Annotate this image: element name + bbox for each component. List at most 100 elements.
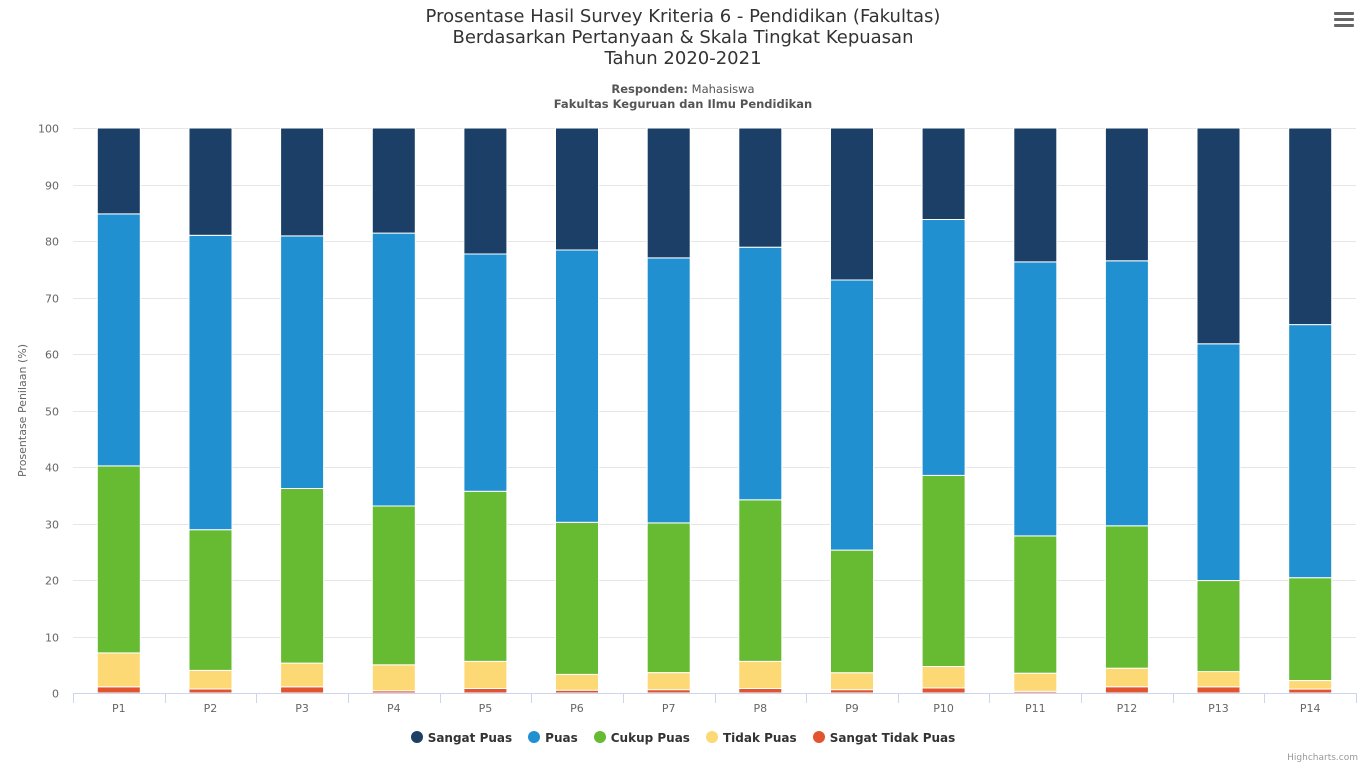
bar-tidak-puas-p7[interactable] [646,672,691,691]
bar-cukup-puas-p4[interactable] [371,505,416,666]
bar-puas-p14[interactable] [1288,324,1333,579]
bar-puas-p6[interactable] [555,249,599,523]
bar-tidak-puas-p14[interactable] [1288,680,1333,690]
bar-tidak-puas-p6[interactable] [555,673,599,691]
bar-sangat-puas-p2[interactable] [188,127,233,236]
bar-puas-p1[interactable] [96,213,141,467]
x-tick-label: P2 [204,702,218,715]
y-tick-label: 20 [45,575,59,588]
bar-sangat-tidak-puas-p8[interactable] [738,688,783,694]
bar-sangat-puas-p9[interactable] [830,127,874,281]
legend-marker [812,731,825,743]
legend-label: Sangat Puas [427,731,513,745]
bar-sangat-tidak-puas-p5[interactable] [463,688,508,694]
bar-cukup-puas-p5[interactable] [463,490,508,662]
bar-sangat-puas-p14[interactable] [1288,127,1333,326]
x-tick-label: P7 [662,702,676,715]
legend-marker [528,731,541,743]
bar-sangat-puas-p13[interactable] [1196,127,1241,345]
bar-puas-p8[interactable] [738,246,783,501]
bar-puas-p9[interactable] [830,279,874,551]
bar-sangat-puas-p11[interactable] [1013,127,1058,263]
bar-cukup-puas-p6[interactable] [555,521,599,675]
bar-puas-p12[interactable] [1104,260,1149,527]
bar-cukup-puas-p3[interactable] [280,488,325,664]
bar-cukup-puas-p2[interactable] [188,529,233,671]
subtitle-faculty-text: Fakultas Keguruan dan Ilmu Pendidikan [553,97,813,111]
bar-cukup-puas-p8[interactable] [738,499,783,662]
chart-subtitle: Responden: Mahasiswa Fakultas Keguruan d… [0,82,1366,112]
bar-sangat-puas-p3[interactable] [280,127,325,237]
x-tick-label: P14 [1300,702,1321,715]
hamburger-menu-icon[interactable] [1334,12,1354,30]
bar-sangat-puas-p8[interactable] [738,127,783,248]
bar-sangat-puas-p1[interactable] [96,127,141,215]
bar-sangat-tidak-puas-p12[interactable] [1104,686,1149,694]
bar-tidak-puas-p8[interactable] [738,660,783,690]
bar-cukup-puas-p9[interactable] [830,549,874,674]
bar-sangat-puas-p10[interactable] [921,127,966,220]
x-tick-label: P9 [845,702,859,715]
bar-cukup-puas-p12[interactable] [1104,525,1149,669]
legend-item-cukup-puas[interactable]: Cukup Puas [593,731,690,745]
legend-marker [593,731,606,743]
bar-cukup-puas-p10[interactable] [921,475,966,667]
bar-puas-p5[interactable] [463,253,508,492]
bar-tidak-puas-p1[interactable] [96,652,141,688]
bar-tidak-puas-p5[interactable] [463,660,508,690]
bar-sangat-puas-p7[interactable] [646,127,691,259]
bar-tidak-puas-p12[interactable] [1104,667,1149,688]
bar-puas-p7[interactable] [646,257,691,524]
legend-item-tidak-puas[interactable]: Tidak Puas [705,731,797,745]
bar-cukup-puas-p7[interactable] [646,522,691,674]
bar-cukup-puas-p13[interactable] [1196,580,1241,673]
bar-sangat-tidak-puas-p10[interactable] [921,687,966,694]
bar-tidak-puas-p4[interactable] [371,664,416,692]
bar-sangat-puas-p12[interactable] [1104,127,1149,262]
bar-puas-p3[interactable] [280,235,325,489]
bar-cukup-puas-p14[interactable] [1288,577,1333,682]
bar-sangat-tidak-puas-p1[interactable] [96,686,141,694]
legend-label: Tidak Puas [722,731,797,745]
bar-sangat-puas-p6[interactable] [555,127,599,251]
legend-marker [410,731,423,743]
bar-tidak-puas-p11[interactable] [1013,672,1058,692]
credits-link[interactable]: Highcharts.com [1287,753,1358,763]
subtitle-respondent-label: Responden: [611,82,689,96]
bar-puas-p10[interactable] [921,219,966,476]
bar-tidak-puas-p13[interactable] [1196,671,1241,688]
bar-cukup-puas-p1[interactable] [96,465,141,654]
x-tick-label: P3 [295,702,309,715]
bar-sangat-puas-p5[interactable] [463,127,508,255]
bar-cukup-puas-p11[interactable] [1013,535,1058,674]
legend-marker [705,731,718,743]
y-tick-label: 100 [38,123,59,136]
bar-puas-p4[interactable] [371,232,416,507]
bar-tidak-puas-p10[interactable] [921,665,966,689]
bar-tidak-puas-p9[interactable] [830,672,874,691]
bar-tidak-puas-p3[interactable] [280,662,325,688]
bar-sangat-puas-p4[interactable] [371,127,416,234]
y-tick-label: 70 [45,293,59,306]
chart-title-line-2: Berdasarkan Pertanyaan & Skala Tingkat K… [452,27,914,48]
bar-sangat-tidak-puas-p13[interactable] [1196,686,1241,694]
x-tick-label: P10 [933,702,954,715]
legend-item-puas[interactable]: Puas [528,731,578,745]
x-axis-tick-labels: P1 P2 P3 P4 P5 P6 P7 P8 P9 P10 P11 P12 P13 P14 [73,693,1357,715]
bar-sangat-tidak-puas-p3[interactable] [280,686,325,694]
bar-puas-p13[interactable] [1196,343,1241,581]
y-tick-label: 30 [45,519,59,532]
subtitle-respondent-value: Mahasiswa [691,82,755,96]
legend-label: Cukup Puas [610,731,690,745]
chart-title: Prosentase Hasil Survey Kriteria 6 - Pen… [0,6,1366,69]
legend-label: Puas [545,731,578,745]
legend-item-sangat-tidak-puas[interactable]: Sangat Tidak Puas [812,731,955,745]
bar-sangat-tidak-puas-p2[interactable] [188,688,233,694]
x-tick-label: P1 [112,702,126,715]
menu-bar-2 [1334,18,1354,21]
bar-tidak-puas-p2[interactable] [188,669,233,690]
legend-item-sangat-puas[interactable]: Sangat Puas [410,731,513,745]
bar-puas-p2[interactable] [188,234,233,531]
bar-puas-p11[interactable] [1013,261,1058,537]
